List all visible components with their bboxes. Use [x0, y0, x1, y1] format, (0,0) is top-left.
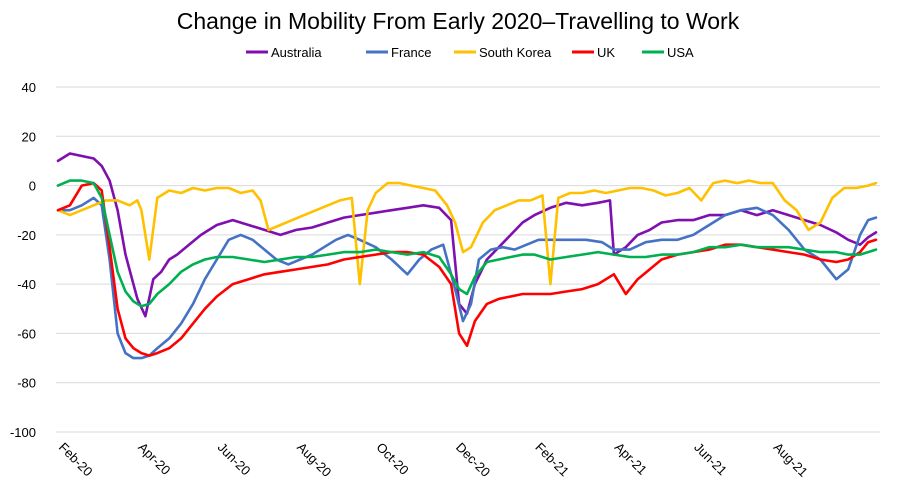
y-tick-label: -40 [17, 277, 36, 292]
series-line-usa [56, 179, 878, 308]
legend-label: Australia [271, 45, 322, 60]
x-tick-label: Jun-21 [691, 440, 730, 479]
y-tick-label: 20 [22, 129, 36, 144]
legend: Australia France South Korea UK USA [246, 45, 694, 60]
gridlines [56, 86, 880, 433]
y-tick-label: 0 [29, 179, 36, 194]
legend-label: UK [597, 45, 615, 60]
x-axis-ticks: Feb-20 Apr-20 Jun-20 Aug-20 Oct-20 Dec-20 Feb-… [56, 440, 811, 480]
x-tick-label: Dec-20 [453, 440, 493, 480]
y-tick-label: -80 [17, 376, 36, 391]
y-tick-label: -20 [17, 228, 36, 243]
legend-label: France [391, 45, 431, 60]
legend-label: USA [667, 45, 694, 60]
y-tick-label: 40 [22, 80, 36, 95]
x-tick-label: Feb-20 [56, 440, 96, 480]
chart-title: Change in Mobility From Early 2020–Trave… [177, 8, 740, 34]
x-tick-label: Aug-21 [771, 440, 811, 480]
y-tick-label: -60 [17, 326, 36, 341]
series-line-south-korea [56, 179, 878, 286]
legend-label: South Korea [479, 45, 552, 60]
series-line-france [56, 196, 878, 360]
x-tick-label: Apr-21 [612, 440, 650, 478]
x-tick-label: Oct-20 [374, 440, 412, 478]
series-lines [56, 152, 878, 360]
x-tick-label: Aug-20 [294, 440, 334, 480]
x-tick-label: Apr-20 [135, 440, 173, 478]
y-axis-ticks: 40 20 0 -20 -40 -60 -80 -100 [10, 80, 36, 440]
x-tick-label: Feb-21 [532, 440, 572, 480]
y-tick-label: -100 [10, 425, 36, 440]
x-tick-label: Jun-20 [215, 440, 254, 479]
